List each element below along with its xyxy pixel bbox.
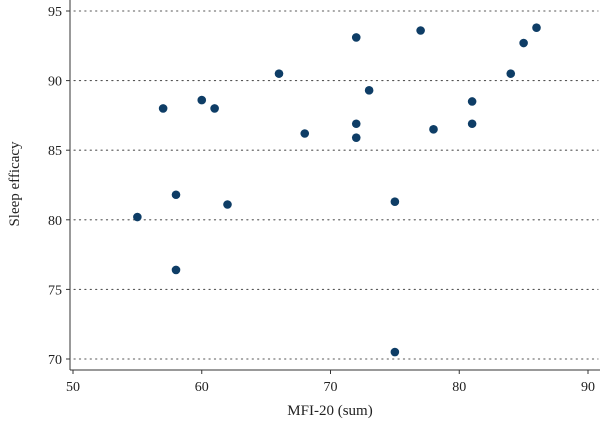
x-tick-label-50: 50 (66, 380, 80, 395)
data-point-4 (171, 265, 181, 275)
y-tick-label-85: 85 (48, 144, 62, 159)
y-tick-label-75: 75 (48, 283, 62, 298)
data-point-9 (300, 129, 310, 138)
data-point-14 (390, 197, 400, 207)
data-point-8 (274, 69, 284, 78)
data-point-5 (197, 95, 207, 105)
x-tick-label-80: 80 (452, 380, 466, 395)
x-tick-label-90: 90 (581, 380, 595, 395)
data-point-2 (158, 104, 168, 113)
x-tick-label-60: 60 (195, 380, 209, 395)
x-ticks: 50 60 70 80 90 (66, 370, 595, 395)
x-tick-label-70: 70 (324, 380, 338, 395)
data-point-17 (429, 125, 438, 134)
data-point-20 (506, 69, 516, 78)
data-point-1 (133, 212, 142, 222)
data-point-11 (351, 119, 361, 129)
data-point-22 (532, 23, 541, 33)
data-point-18 (467, 97, 477, 106)
y-tick-label-70: 70 (48, 353, 62, 368)
data-point-3 (171, 190, 181, 200)
y-tick-label-80: 80 (48, 214, 62, 229)
data-point-10 (351, 33, 361, 42)
axes (69, 0, 600, 371)
data-point-7 (223, 200, 232, 209)
y-ticks: 70 75 80 85 90 95 (48, 5, 70, 368)
gridlines (73, 10, 599, 360)
y-tick-label-95: 95 (48, 5, 62, 20)
data-point-12 (351, 133, 361, 142)
data-point-15 (390, 347, 400, 357)
x-axis-title: MFI-20 (sum) (287, 403, 372, 419)
y-axis-title: Sleep efficacy (7, 141, 23, 227)
data-point-6 (210, 104, 219, 113)
data-point-16 (416, 26, 425, 35)
data-points (133, 23, 541, 357)
y-tick-label-90: 90 (48, 75, 62, 90)
data-point-21 (519, 38, 528, 48)
data-point-19 (467, 119, 477, 129)
data-point-13 (364, 86, 374, 95)
